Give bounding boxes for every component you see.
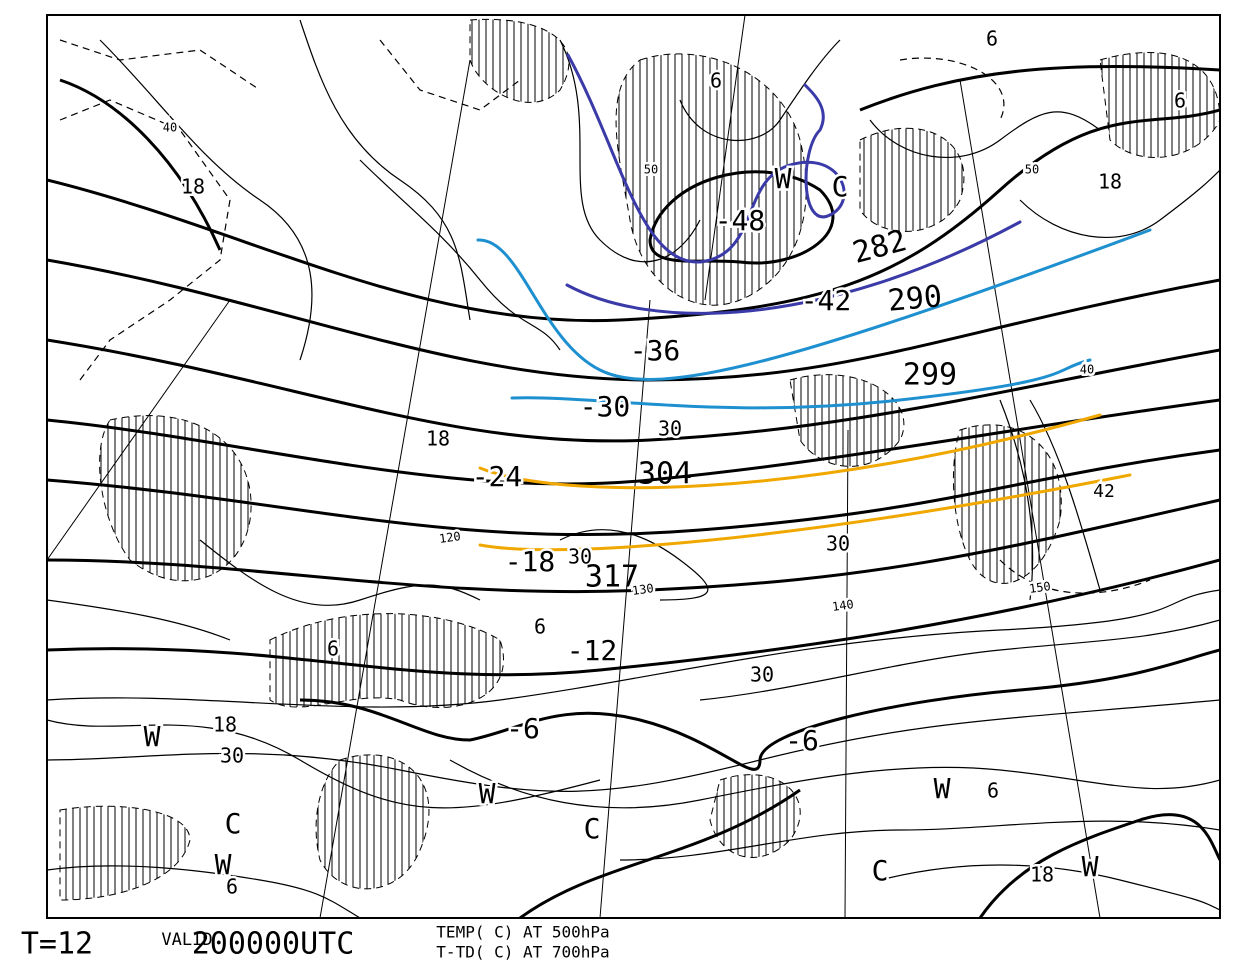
hatched-areas [59, 18, 1220, 901]
longitude-label: 120 [438, 529, 461, 546]
moisture-label: 6 [327, 637, 339, 661]
pressure-center: C [872, 854, 889, 887]
field-name: T-TD( C) AT 700hPa [436, 943, 609, 962]
temperature-label: -42 [801, 284, 852, 317]
isentrope-label: 317 [585, 560, 639, 595]
moisture-label: 18 [181, 175, 205, 199]
longitude-label: 130 [631, 581, 654, 598]
temperature-label: -6 [785, 724, 819, 757]
map-field [47, 15, 1220, 918]
pressure-center: C [225, 807, 242, 840]
dashed-contours [59, 39, 1151, 594]
moisture-contours [47, 19, 1220, 918]
pressure-center: W [215, 848, 232, 881]
moisture-label: 6 [986, 27, 998, 51]
moisture-label: 18 [1030, 863, 1054, 887]
moisture-label: 6 [226, 875, 238, 899]
temperature-label: -24 [472, 460, 523, 493]
pressure-center: W [479, 777, 496, 810]
moisture-label: 6 [1174, 89, 1186, 113]
field-name: TEMP( C) AT 500hPa [436, 923, 609, 942]
moisture-label: 30 [220, 744, 244, 768]
forecast-step: T=12 [21, 927, 93, 962]
moisture-label: 18 [213, 713, 237, 737]
pressure-center: C [832, 170, 849, 203]
moisture-label: 6 [710, 69, 722, 93]
moisture-label: 30 [750, 663, 774, 687]
isentrope-label: 282 [849, 223, 910, 271]
moisture-label: 30 [826, 532, 850, 556]
handwritten-isentropes [476, 53, 1152, 552]
moisture-label: 50 [644, 163, 658, 177]
valid-time: 200000UTC [192, 927, 355, 962]
longitude-label: 150 [1028, 579, 1051, 596]
pressure-center: W [1082, 850, 1099, 883]
pressure-center: W [775, 162, 792, 195]
temperature-label: -12 [567, 634, 618, 667]
moisture-label: 6 [534, 615, 546, 639]
moisture-label: 18 [1098, 170, 1122, 194]
pressure-center: C [584, 812, 601, 845]
temperature-label: -36 [630, 334, 681, 367]
moisture-label: 50 [1025, 163, 1039, 177]
pressure-center: W [144, 720, 161, 753]
temperature-label: -18 [505, 545, 556, 578]
pressure-center: W [934, 772, 951, 805]
isentrope-label: 299 [903, 358, 957, 393]
isentrope-label: 304 [638, 457, 692, 492]
temperature-contours [47, 64, 1220, 918]
moisture-label: 40 [163, 121, 177, 135]
longitude-label: 140 [831, 597, 854, 614]
moisture-label: 40 [1080, 363, 1094, 377]
temperature-label: -48 [715, 204, 766, 237]
moisture-label: 18 [426, 427, 450, 451]
temperature-label: -30 [580, 390, 631, 423]
moisture-label: 6 [987, 779, 999, 803]
valid-label: VALID [161, 930, 212, 950]
moisture-label: 42 [1093, 481, 1115, 502]
isentrope-label: 290 [886, 279, 943, 319]
moisture-label: 30 [658, 417, 682, 441]
temperature-label: -6 [506, 712, 540, 745]
map-frame [46, 14, 1221, 919]
moisture-label: 30 [568, 545, 592, 569]
